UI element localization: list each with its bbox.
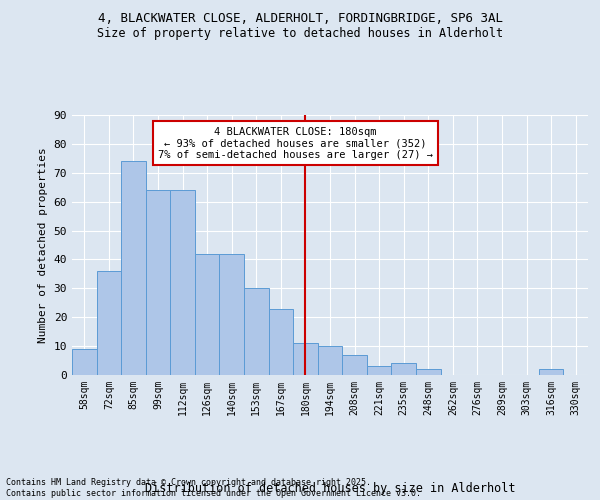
Bar: [293, 343, 318, 375]
Bar: [121, 161, 146, 375]
Bar: [220, 254, 244, 375]
Bar: [416, 369, 440, 375]
Bar: [318, 346, 342, 375]
Text: 4, BLACKWATER CLOSE, ALDERHOLT, FORDINGBRIDGE, SP6 3AL: 4, BLACKWATER CLOSE, ALDERHOLT, FORDINGB…: [97, 12, 503, 26]
Bar: [244, 288, 269, 375]
Bar: [367, 366, 391, 375]
Y-axis label: Number of detached properties: Number of detached properties: [38, 147, 48, 343]
Bar: [97, 271, 121, 375]
Bar: [72, 349, 97, 375]
Bar: [539, 369, 563, 375]
Bar: [342, 355, 367, 375]
Text: Contains HM Land Registry data © Crown copyright and database right 2025.
Contai: Contains HM Land Registry data © Crown c…: [6, 478, 421, 498]
Bar: [269, 308, 293, 375]
Bar: [146, 190, 170, 375]
Text: Size of property relative to detached houses in Alderholt: Size of property relative to detached ho…: [97, 28, 503, 40]
X-axis label: Distribution of detached houses by size in Alderholt: Distribution of detached houses by size …: [145, 482, 515, 495]
Bar: [170, 190, 195, 375]
Text: 4 BLACKWATER CLOSE: 180sqm
← 93% of detached houses are smaller (352)
7% of semi: 4 BLACKWATER CLOSE: 180sqm ← 93% of deta…: [158, 126, 433, 160]
Bar: [195, 254, 220, 375]
Bar: [391, 364, 416, 375]
